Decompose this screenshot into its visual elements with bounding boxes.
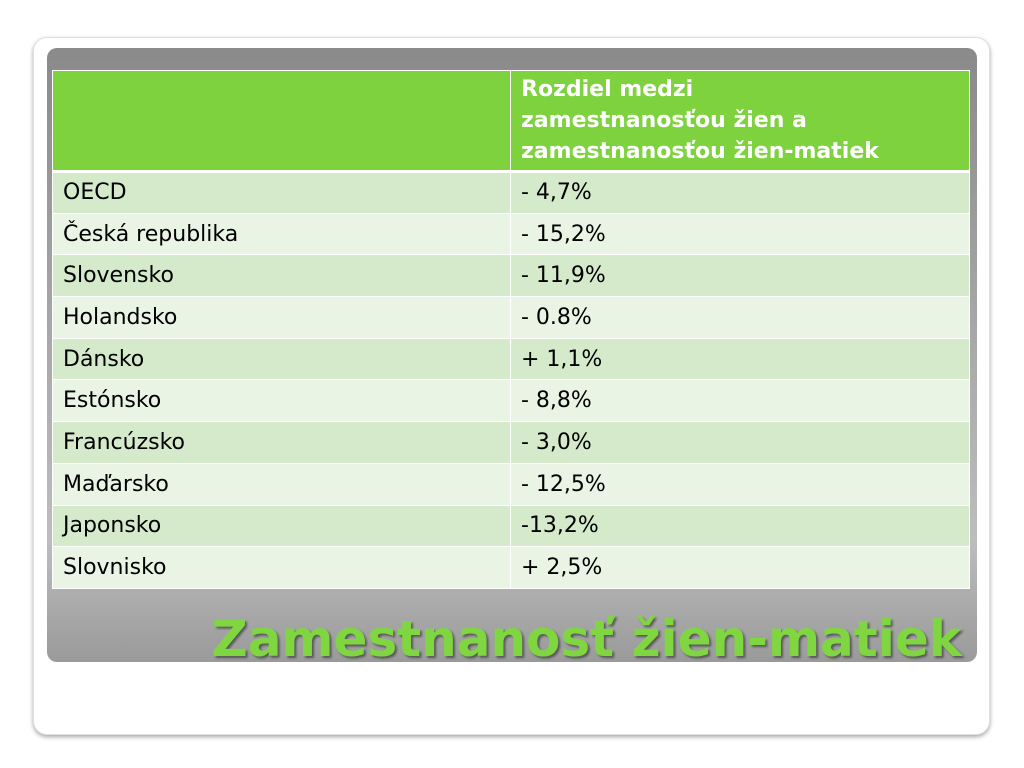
table-row: Holandsko - 0.8% — [52, 296, 970, 339]
table-row: Maďarsko - 12,5% — [52, 462, 970, 506]
table-row: Česká republika - 15,2% — [52, 212, 970, 256]
value-cell: - 11,9% — [510, 254, 970, 298]
country-cell: Slovensko — [52, 254, 511, 298]
table-row: Francúzsko - 3,0% — [52, 421, 970, 464]
header-row: Rozdiel medzi zamestnanosťou žien a zamest… — [52, 70, 970, 173]
country-cell: Maďarsko — [52, 462, 511, 506]
country-cell: Dánsko — [52, 337, 511, 381]
header-cell: Rozdiel medzi zamestnanosťou žien a zamest… — [510, 70, 970, 173]
table-row: Slovensko - 11,9% — [52, 254, 970, 298]
table-row: Estónsko - 8,8% — [52, 379, 970, 423]
header-line: zamestnanosťou žien a — [521, 108, 807, 133]
header-line: Rozdiel medzi — [521, 77, 694, 102]
country-cell: Slovnisko — [52, 546, 511, 589]
data-table: Rozdiel medzi zamestnanosťou žien a zamest… — [52, 70, 970, 589]
country-cell: OECD — [52, 171, 511, 214]
value-cell: -13,2% — [510, 504, 970, 548]
slide-title: Zamestnanosť žien-matiek — [211, 610, 962, 668]
value-cell: - 0.8% — [510, 296, 970, 339]
value-cell: + 1,1% — [510, 337, 970, 381]
value-cell: - 3,0% — [510, 421, 970, 464]
table-row: Japonsko -13,2% — [52, 504, 970, 548]
header-line: zamestnanosťou žien-matiek — [521, 139, 879, 164]
country-cell: Japonsko — [52, 504, 511, 548]
country-cell: Česká republika — [52, 212, 511, 256]
table-row: Dánsko + 1,1% — [52, 337, 970, 381]
country-cell: Francúzsko — [52, 421, 511, 464]
value-cell: - 4,7% — [510, 171, 970, 214]
header-cell — [52, 70, 511, 173]
value-cell: + 2,5% — [510, 546, 970, 589]
country-cell: Estónsko — [52, 379, 511, 423]
country-cell: Holandsko — [52, 296, 511, 339]
value-cell: - 8,8% — [510, 379, 970, 423]
table-row: Slovnisko + 2,5% — [52, 546, 970, 589]
table-row: OECD - 4,7% — [52, 171, 970, 214]
value-cell: - 15,2% — [510, 212, 970, 256]
value-cell: - 12,5% — [510, 462, 970, 506]
